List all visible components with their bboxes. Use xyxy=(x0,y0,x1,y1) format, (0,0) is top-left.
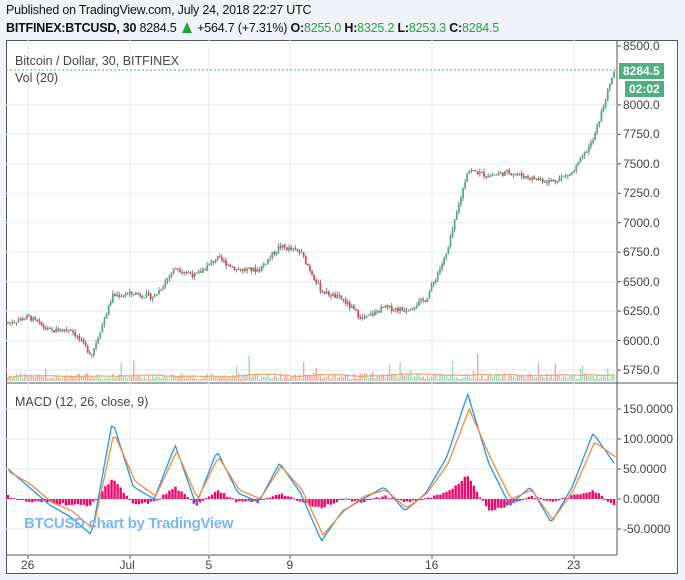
high-label: H: xyxy=(344,21,358,35)
macd-series xyxy=(6,392,616,542)
symbol-summary: BITFINEX:BTCUSD, 30 8284.5 +564.7 (+7.31… xyxy=(6,21,499,35)
price-tick-label: 6500.0 xyxy=(623,274,660,289)
axis-ticks xyxy=(27,45,621,559)
time-tick-label: 9 xyxy=(286,558,294,572)
price-tick-label: 7750.0 xyxy=(623,127,660,142)
time-tick-label: 26 xyxy=(21,558,35,572)
open-label: O: xyxy=(290,21,305,35)
watermark: BTCUSD chart by TradingView xyxy=(24,515,234,532)
price-tick-label: 7500.0 xyxy=(623,156,660,171)
price-tick-label: 7250.0 xyxy=(623,186,660,201)
price-candles xyxy=(7,70,615,359)
published-line: Published on TradingView.com, July 24, 2… xyxy=(6,3,312,17)
time-tick-label: 5 xyxy=(205,558,213,572)
macd-pane-title: MACD (12, 26, close, 9) xyxy=(15,395,149,409)
macd-tick-label: 150.0000 xyxy=(623,402,674,416)
price-tick-label: 6750.0 xyxy=(623,245,660,260)
macd-tick-label: 0.0000 xyxy=(623,492,660,506)
low-label: L: xyxy=(397,21,410,35)
time-tick-label: 23 xyxy=(567,558,581,572)
macd-tick-label: -50.0000 xyxy=(623,522,671,536)
price-tick-label: 5750.0 xyxy=(623,363,660,377)
last-price-tag: 8284.5 xyxy=(619,63,664,79)
grid-lines xyxy=(6,40,617,555)
macd-tick-label: 100.0000 xyxy=(623,432,674,446)
countdown-tag: 02:02 xyxy=(625,81,664,97)
volume-bars xyxy=(7,353,615,381)
volume-label: Vol (20) xyxy=(15,71,59,85)
price-tick-label: 8000.0 xyxy=(623,97,660,112)
price-tick-label: 7000.0 xyxy=(623,215,660,230)
symbol-label: BITFINEX:BTCUSD, 30 xyxy=(6,21,137,35)
price-tick-label: 6000.0 xyxy=(623,333,660,348)
price-tick-label: 8500.0 xyxy=(623,39,660,53)
macd-tick-label: 50.0000 xyxy=(623,462,667,476)
price-tick-label: 6250.0 xyxy=(623,304,660,319)
price-change: +564.7 (+7.31%) xyxy=(197,21,288,35)
close-value: 8284.5 xyxy=(462,21,500,35)
last-price: 8284.5 xyxy=(139,21,177,35)
high-value: 8325.2 xyxy=(357,21,395,35)
up-arrow-icon xyxy=(181,22,192,33)
time-tick-label: 16 xyxy=(425,558,439,572)
low-value: 8253.3 xyxy=(408,21,446,35)
close-label: C: xyxy=(449,21,463,35)
price-pane-title: Bitcoin / Dollar, 30, BITFINEX xyxy=(15,54,179,68)
time-tick-label: Jul xyxy=(119,558,135,572)
open-value: 8255.0 xyxy=(304,21,342,35)
